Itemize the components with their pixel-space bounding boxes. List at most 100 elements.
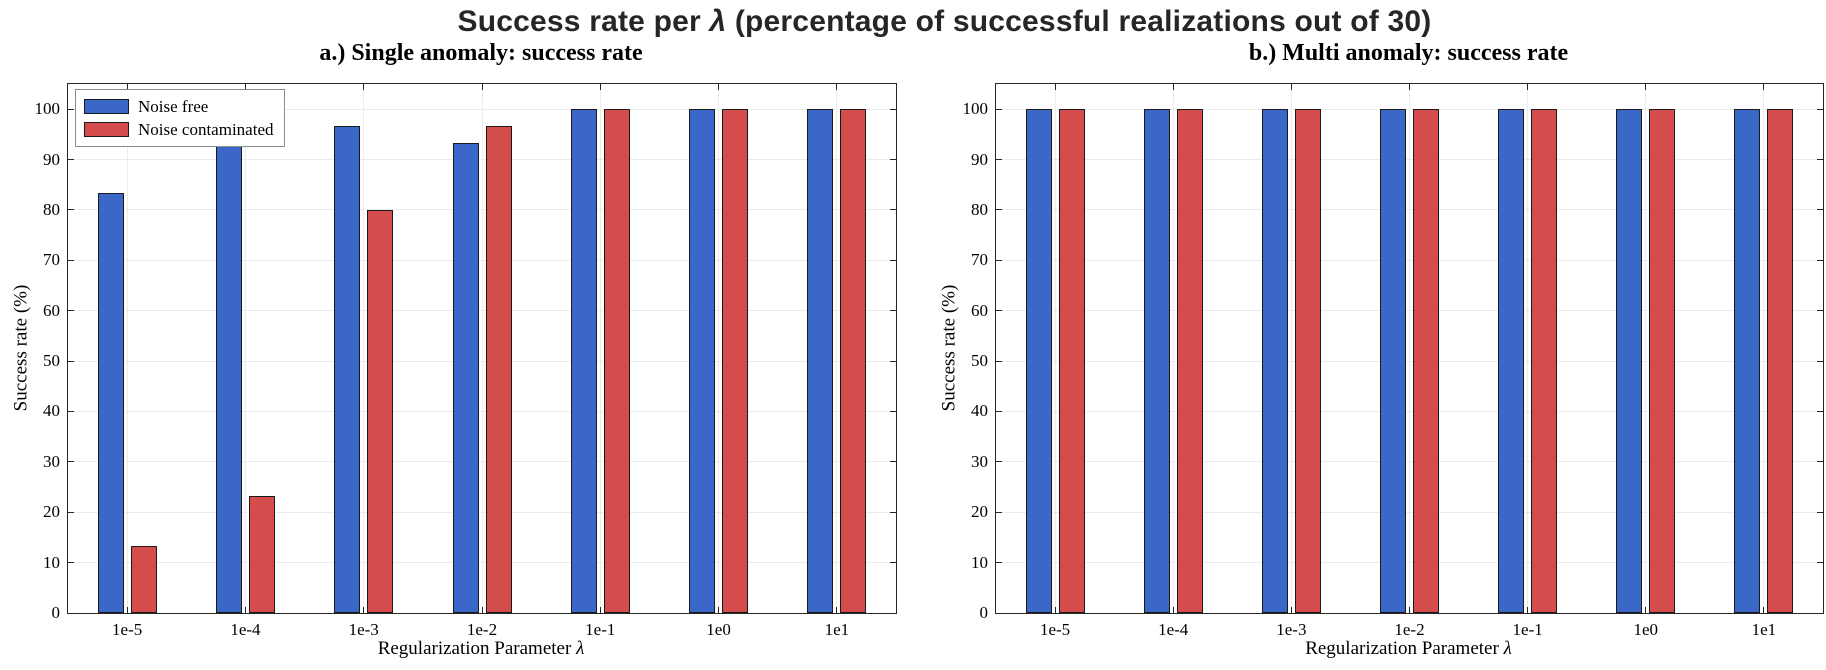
y-tick-left: [996, 360, 1002, 362]
y-tick-right: [890, 511, 896, 513]
x-tick-label: 1e0: [706, 620, 731, 639]
gridline-x: [1763, 84, 1765, 613]
x-tick-label: 1e-1: [585, 620, 616, 639]
y-tick-right: [890, 360, 896, 362]
x-tick-bottom: [1527, 607, 1529, 613]
y-tick-label: 40: [43, 401, 60, 421]
bar-noise-contaminated: [1058, 109, 1085, 613]
x-tick-label: 1e-5: [1039, 620, 1071, 639]
y-tick-label: 40: [971, 401, 988, 421]
bar-noise-free: [1380, 109, 1406, 613]
x-tick-bottom: [1172, 607, 1174, 613]
y-tick-label: 70: [971, 250, 988, 270]
gridline-x: [1527, 84, 1529, 613]
y-tick-right: [1817, 310, 1823, 312]
y-tick-left: [68, 310, 74, 312]
x-tick-top: [481, 84, 483, 90]
x-tick-bottom: [718, 607, 720, 613]
bar-noise-contaminated: [840, 109, 867, 613]
y-tick-label: 60: [971, 300, 988, 320]
gridline-x: [718, 84, 720, 613]
y-tick-right: [1817, 562, 1823, 564]
y-tick-label: 80: [43, 199, 60, 219]
bar-noise-free: [1143, 109, 1170, 613]
legend-swatch-noise-contaminated: [84, 122, 129, 137]
y-tick-left: [68, 461, 74, 463]
x-tick-label: 1e0: [1633, 620, 1659, 639]
y-tick-label: 50: [43, 351, 60, 371]
x-tick-top: [1290, 84, 1292, 90]
y-tick-right: [1817, 209, 1823, 211]
y-tick-left: [996, 461, 1002, 463]
legend: Noise free Noise contaminated: [75, 89, 285, 147]
legend-label-noise-free: Noise free: [138, 96, 209, 116]
y-tick-right: [1817, 511, 1823, 513]
bar-noise-free: [807, 109, 834, 613]
x-tick-label: 1e-2: [1394, 620, 1425, 639]
y-tick-left: [996, 310, 1002, 312]
x-tick-bottom: [599, 607, 601, 613]
y-tick-label: 60: [43, 300, 60, 320]
bar-noise-contaminated: [248, 495, 275, 613]
gridline-x: [836, 84, 838, 613]
y-tick-label: 10: [971, 552, 988, 572]
x-tick-bottom: [126, 607, 128, 613]
bar-noise-contaminated: [1767, 109, 1794, 613]
y-tick-right: [890, 461, 896, 463]
subplot-a-title: a.) Single anomaly: success rate: [319, 40, 643, 66]
x-axis-label-b: Regularization Parameter λ: [1305, 638, 1512, 659]
x-tick-top: [1054, 84, 1056, 90]
x-tick-top: [126, 84, 128, 90]
x-tick-bottom: [1054, 607, 1056, 613]
bar-noise-free: [570, 109, 597, 613]
y-tick-label: 20: [43, 502, 60, 522]
axes-single-anomaly: Noise free Noise contaminated 0 10 20 30 40 5…: [35, 83, 897, 639]
y-tick-label: 80: [971, 199, 988, 219]
y-tick-right: [890, 209, 896, 211]
y-tick-left: [68, 108, 74, 110]
bar-noise-free: [1734, 109, 1761, 613]
bar-noise-contaminated: [722, 109, 749, 613]
x-tick-top: [363, 84, 365, 90]
bar-noise-free: [215, 142, 242, 613]
y-tick-left: [996, 410, 1002, 412]
x-tick-bottom: [1409, 607, 1410, 613]
bar-noise-contaminated: [603, 109, 630, 613]
bar-noise-free: [689, 109, 716, 613]
bar-noise-contaminated: [1649, 109, 1676, 613]
gridline-x: [244, 84, 246, 613]
y-tick-label: 50: [971, 351, 988, 371]
x-tick-top: [599, 84, 601, 90]
y-tick-right: [1817, 259, 1823, 261]
y-tick-label: 90: [971, 149, 988, 169]
bar-noise-contaminated: [1176, 109, 1203, 613]
gridline-x: [363, 84, 365, 613]
legend-swatch-noise-free: [84, 99, 129, 114]
x-tick-top: [1172, 84, 1174, 90]
y-tick-left: [68, 360, 74, 362]
y-tick-label: 0: [979, 603, 989, 622]
y-tick-label: 10: [43, 552, 60, 572]
y-tick-label: 70: [43, 250, 60, 270]
x-tick-top: [836, 84, 838, 90]
y-tick-label: 30: [971, 451, 988, 471]
y-tick-right: [890, 108, 896, 110]
figure-title: Success rate per λ (percentage of succes…: [457, 5, 1432, 38]
x-tick-bottom: [363, 607, 365, 613]
bar-noise-contaminated: [1413, 109, 1439, 613]
x-tick-top: [1527, 84, 1529, 90]
bar-noise-free: [334, 125, 361, 613]
x-tick-top: [1763, 84, 1765, 90]
y-tick-left: [996, 209, 1002, 211]
x-tick-top: [244, 84, 246, 90]
x-tick-label: 1e-4: [1158, 620, 1189, 639]
x-tick-top: [718, 84, 720, 90]
y-tick-left: [68, 410, 74, 412]
x-tick-bottom: [244, 607, 246, 613]
bar-noise-contaminated: [1294, 109, 1321, 613]
x-tick-bottom: [1645, 607, 1647, 613]
gridline-x: [1409, 84, 1410, 613]
gridline-x: [1054, 84, 1056, 613]
y-tick-right: [1817, 108, 1823, 110]
